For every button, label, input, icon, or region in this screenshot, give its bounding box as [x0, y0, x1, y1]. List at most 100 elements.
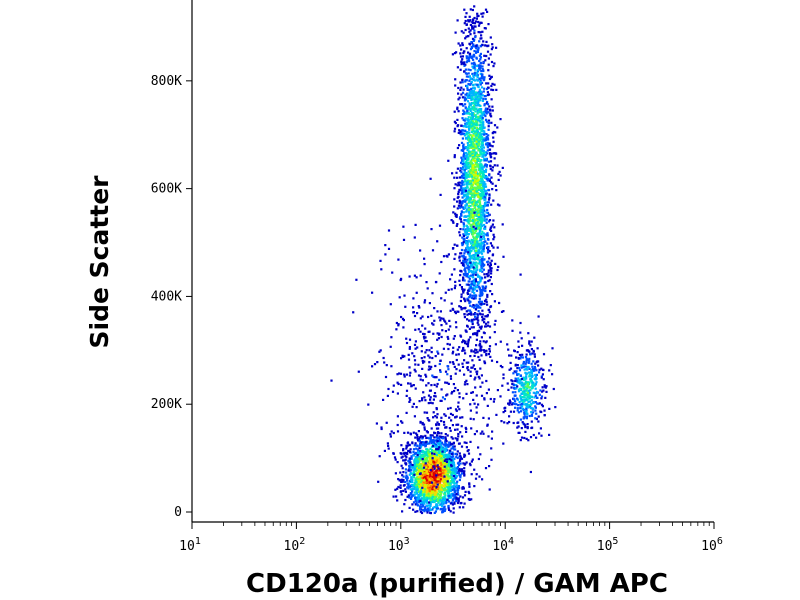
data-point	[466, 262, 469, 265]
data-point	[482, 79, 485, 82]
data-point	[487, 188, 490, 192]
data-point	[460, 295, 463, 299]
data-point	[432, 483, 435, 486]
data-point	[473, 32, 476, 35]
data-point	[404, 488, 407, 491]
data-point	[462, 109, 465, 112]
data-point	[419, 494, 422, 497]
data-point	[454, 84, 457, 87]
data-point	[416, 444, 419, 447]
data-point	[457, 190, 460, 193]
data-point	[466, 246, 469, 249]
data-point	[460, 445, 464, 448]
data-point	[419, 491, 422, 494]
data-point	[431, 486, 434, 489]
data-point	[488, 148, 492, 151]
data-point	[474, 208, 477, 211]
data-point	[446, 473, 449, 477]
data-point	[466, 153, 469, 156]
data-point	[524, 393, 528, 396]
data-point	[480, 163, 483, 166]
data-point	[530, 348, 533, 351]
data-point	[534, 394, 537, 397]
data-point	[411, 503, 414, 506]
data-point	[485, 315, 489, 318]
data-point	[459, 55, 463, 58]
data-point	[416, 471, 419, 475]
data-point	[444, 433, 447, 436]
data-point	[404, 480, 407, 484]
data-point	[425, 477, 428, 480]
data-point	[478, 78, 481, 81]
data-point	[435, 436, 438, 439]
data-point	[519, 418, 522, 421]
data-point	[481, 316, 484, 319]
data-point	[475, 294, 478, 297]
data-point	[482, 340, 485, 343]
data-point	[473, 196, 476, 199]
data-point	[491, 244, 494, 247]
data-point	[466, 266, 469, 269]
data-point	[484, 95, 487, 98]
data-point	[450, 447, 453, 450]
data-point	[487, 198, 491, 201]
data-point	[522, 403, 525, 406]
data-point	[481, 261, 484, 264]
data-point	[427, 507, 430, 510]
data-point	[477, 20, 480, 24]
data-point	[481, 68, 484, 71]
data-point	[524, 385, 527, 388]
data-point	[456, 107, 459, 111]
data-point	[453, 463, 456, 466]
data-point	[477, 31, 480, 34]
data-point	[410, 455, 413, 458]
data-point	[487, 248, 490, 251]
data-point	[454, 31, 457, 34]
data-point	[463, 168, 466, 171]
data-point	[472, 90, 476, 93]
data-point	[482, 123, 485, 126]
data-point	[419, 510, 422, 513]
data-point	[472, 45, 475, 48]
data-point	[475, 134, 478, 137]
data-point	[422, 490, 425, 493]
data-point	[479, 44, 482, 47]
data-point	[485, 40, 488, 43]
data-point	[482, 61, 485, 64]
data-point	[474, 477, 478, 480]
data-point	[532, 391, 535, 394]
data-point	[485, 164, 489, 167]
data-point	[428, 471, 431, 475]
data-point	[423, 496, 426, 499]
data-point	[506, 343, 509, 346]
data-point	[472, 58, 475, 61]
data-point	[472, 244, 475, 247]
data-point	[433, 439, 436, 442]
data-point	[484, 98, 487, 101]
data-point	[487, 201, 490, 204]
data-point	[471, 169, 474, 172]
data-point	[460, 204, 463, 207]
data-point	[492, 140, 495, 143]
data-point	[472, 221, 475, 224]
data-point	[417, 451, 420, 454]
data-point	[479, 290, 482, 293]
data-point	[424, 482, 427, 485]
data-point	[403, 431, 406, 434]
data-point	[464, 37, 467, 40]
data-point	[479, 81, 482, 84]
data-point	[479, 279, 482, 282]
data-point	[485, 175, 488, 178]
data-point	[471, 226, 474, 229]
data-point	[469, 154, 472, 157]
data-point	[466, 235, 469, 238]
data-point	[472, 222, 475, 225]
data-point	[474, 68, 477, 71]
data-point	[408, 473, 411, 476]
data-point	[482, 149, 485, 152]
data-point	[414, 503, 417, 506]
data-point	[480, 153, 483, 156]
data-point	[473, 272, 476, 275]
data-point	[424, 507, 427, 510]
data-point	[481, 224, 484, 228]
